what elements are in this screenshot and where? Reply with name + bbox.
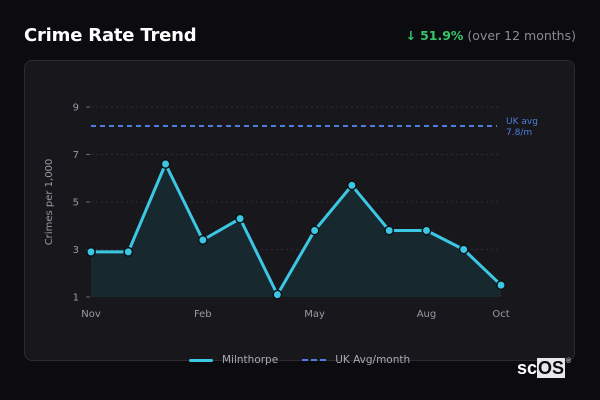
legend-item-uk-avg[interactable]: UK Avg/month: [302, 354, 410, 366]
solid-line-swatch-icon: [189, 358, 213, 362]
data-point[interactable]: [496, 280, 506, 291]
legend-label: Milnthorpe: [222, 354, 279, 366]
data-point[interactable]: [384, 225, 395, 236]
series-data-points: [86, 159, 506, 300]
data-point[interactable]: [272, 289, 283, 300]
data-point[interactable]: [309, 225, 320, 236]
y-tick-label: 7: [73, 150, 79, 161]
trend-change-summary: ↓ 51.9% (over 12 months): [406, 28, 576, 43]
change-period: (over 12 months): [467, 28, 576, 43]
data-point[interactable]: [421, 225, 432, 236]
y-axis-ticks: 1 3 5 7 9: [73, 103, 90, 304]
series-area-fill: [91, 164, 501, 297]
change-percent: 51.9%: [420, 28, 464, 43]
data-point[interactable]: [458, 244, 469, 255]
y-tick-label: 5: [73, 198, 79, 209]
legend-item-milnthorpe[interactable]: Milnthorpe: [189, 354, 278, 366]
x-tick-label: Oct: [492, 309, 509, 320]
x-tick-label: May: [304, 309, 325, 320]
data-point[interactable]: [160, 159, 171, 169]
legend-label: UK Avg/month: [335, 354, 411, 366]
y-tick-label: 3: [73, 245, 79, 256]
data-point[interactable]: [235, 213, 246, 224]
x-tick-label: Aug: [417, 309, 437, 320]
logo-prefix: sc: [517, 358, 538, 378]
series-line-milnthorpe: [91, 162, 503, 297]
x-axis-ticks: Nov Feb May Aug Oct: [81, 309, 509, 320]
uk-avg-annotation-line2: 7.8/m: [506, 128, 532, 138]
data-point[interactable]: [86, 246, 96, 257]
data-point[interactable]: [123, 246, 134, 257]
chart-legend: Milnthorpe UK Avg/month: [189, 354, 434, 366]
x-tick-label: Nov: [81, 309, 101, 320]
registered-mark-icon: ®: [566, 358, 572, 365]
data-point[interactable]: [197, 235, 208, 245]
x-tick-label: Feb: [194, 309, 212, 320]
chart-title: Crime Rate Trend: [24, 25, 197, 46]
chart-card: [24, 60, 575, 361]
logo-highlight: OS: [537, 358, 566, 378]
scos-logo: scOS ®: [517, 358, 571, 379]
uk-avg-annotation-line1: UK avg: [506, 117, 538, 127]
data-point[interactable]: [346, 180, 357, 191]
y-tick-label: 1: [73, 293, 79, 304]
dashed-line-swatch-icon: [302, 359, 327, 361]
y-tick-label: 9: [73, 103, 79, 114]
down-arrow-icon: ↓: [405, 28, 417, 43]
y-axis-label: Crimes per 1,000: [44, 159, 55, 246]
